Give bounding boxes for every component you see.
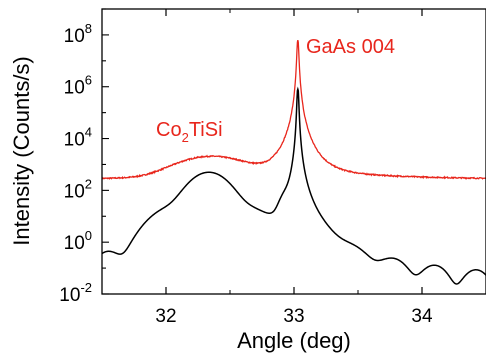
annotation-gaas-004: GaAs 004	[306, 36, 395, 58]
annotation-co2tisi-rest: TiSi	[189, 119, 223, 141]
x-tick-label: 34	[411, 306, 433, 327]
x-tick-label: 32	[155, 306, 176, 327]
y-tick-label: 102	[64, 176, 92, 202]
y-axis-title: Intensity (Counts/s)	[9, 56, 34, 246]
y-tick-label: 100	[64, 228, 92, 254]
y-axis-ticks: 10-2 100 102 104 106 108	[59, 8, 109, 306]
x-axis-title: Angle (deg)	[237, 328, 351, 353]
y-tick-label: 104	[64, 125, 92, 151]
y-tick-label: 106	[64, 73, 92, 99]
y-tick-label: 10-2	[59, 280, 92, 306]
x-axis-ticks: 32 33 34	[101, 9, 486, 327]
annotation-co2tisi-sub: 2	[182, 130, 189, 145]
annotation-co2tisi-main: Co	[156, 119, 182, 141]
series-layer	[102, 40, 486, 285]
series-line-measured	[102, 40, 486, 181]
series-line-simulated	[102, 86, 486, 285]
annotation-co2tisi: Co2TiSi	[156, 119, 223, 145]
y-tick-label: 108	[64, 21, 92, 47]
x-tick-label: 33	[283, 306, 304, 327]
